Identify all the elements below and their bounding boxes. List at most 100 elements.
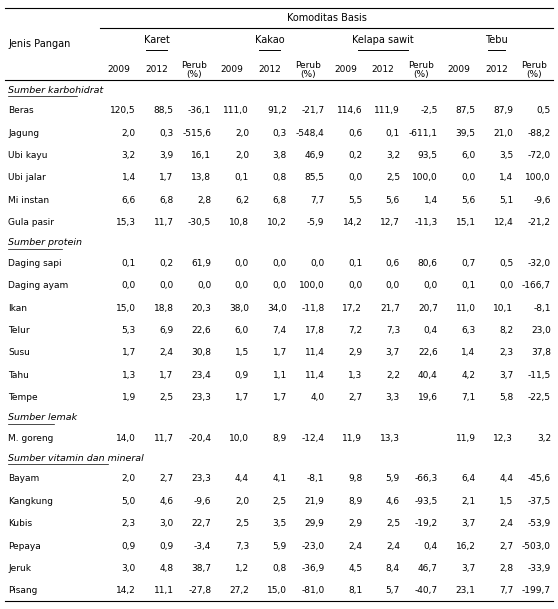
Text: 93,5: 93,5 [418,151,437,160]
Text: Ubi jalar: Ubi jalar [8,174,46,182]
Text: 10,8: 10,8 [229,218,249,227]
Text: 13,3: 13,3 [380,434,400,443]
Text: Kelapa sawit: Kelapa sawit [352,35,414,45]
Text: (%): (%) [300,69,315,79]
Text: 1,4: 1,4 [424,195,437,205]
Text: 2,7: 2,7 [499,541,513,551]
Text: 46,7: 46,7 [418,564,437,573]
Text: 0,0: 0,0 [348,174,362,182]
Text: -66,3: -66,3 [415,474,437,484]
Text: 87,5: 87,5 [455,106,475,115]
Text: 7,7: 7,7 [310,195,325,205]
Text: 3,5: 3,5 [272,519,287,528]
Text: 2,1: 2,1 [461,497,475,506]
Text: 1,3: 1,3 [122,371,136,379]
Text: -503,0: -503,0 [522,541,551,551]
Text: 3,0: 3,0 [122,564,136,573]
Text: 20,3: 20,3 [191,303,211,312]
Text: 2,7: 2,7 [160,474,174,484]
Text: 3,8: 3,8 [272,151,287,160]
Text: 2,9: 2,9 [348,348,362,357]
Text: 0,0: 0,0 [424,281,437,290]
Text: 1,4: 1,4 [122,174,136,182]
Text: 2,5: 2,5 [273,497,287,506]
Text: 6,9: 6,9 [159,326,174,335]
Text: 11,4: 11,4 [305,371,325,379]
Text: 0,0: 0,0 [122,281,136,290]
Text: 8,1: 8,1 [348,586,362,596]
Text: 11,4: 11,4 [305,348,325,357]
Text: 0,8: 0,8 [272,564,287,573]
Text: 27,2: 27,2 [229,586,249,596]
Text: -21,7: -21,7 [301,106,325,115]
Text: 114,6: 114,6 [336,106,362,115]
Text: M. goreng: M. goreng [8,434,54,443]
Text: 87,9: 87,9 [493,106,513,115]
Text: 5,6: 5,6 [461,195,475,205]
Text: 4,6: 4,6 [160,497,174,506]
Text: 15,1: 15,1 [455,218,475,227]
Text: 3,9: 3,9 [159,151,174,160]
Text: -27,8: -27,8 [188,586,211,596]
Text: 3,2: 3,2 [537,434,551,443]
Text: Sumber lemak: Sumber lemak [8,414,77,422]
Text: -199,7: -199,7 [522,586,551,596]
Text: Telur: Telur [8,326,30,335]
Text: 12,3: 12,3 [493,434,513,443]
Text: 0,7: 0,7 [461,259,475,268]
Text: 11,9: 11,9 [342,434,362,443]
Text: 38,7: 38,7 [191,564,211,573]
Text: -72,0: -72,0 [528,151,551,160]
Text: 9,8: 9,8 [348,474,362,484]
Text: 11,7: 11,7 [153,218,174,227]
Text: -36,1: -36,1 [188,106,211,115]
Text: 61,9: 61,9 [191,259,211,268]
Text: 3,2: 3,2 [122,151,136,160]
Text: 4,8: 4,8 [160,564,174,573]
Text: 2,9: 2,9 [348,519,362,528]
Text: 3,3: 3,3 [386,393,400,402]
Text: Perub: Perub [295,60,320,69]
Text: 23,1: 23,1 [456,586,475,596]
Text: 0,6: 0,6 [386,259,400,268]
Text: 6,4: 6,4 [461,474,475,484]
Text: 6,3: 6,3 [461,326,475,335]
Text: 13,8: 13,8 [191,174,211,182]
Text: 7,1: 7,1 [461,393,475,402]
Text: 0,8: 0,8 [272,174,287,182]
Text: Ubi kayu: Ubi kayu [8,151,47,160]
Text: 91,2: 91,2 [267,106,287,115]
Text: 2,0: 2,0 [122,474,136,484]
Text: 2,5: 2,5 [386,174,400,182]
Text: 0,0: 0,0 [235,259,249,268]
Text: Perub: Perub [181,60,208,69]
Text: -22,5: -22,5 [528,393,551,402]
Text: 12,7: 12,7 [380,218,400,227]
Text: 1,5: 1,5 [499,497,513,506]
Text: 0,0: 0,0 [272,259,287,268]
Text: 0,1: 0,1 [235,174,249,182]
Text: 2,4: 2,4 [499,519,513,528]
Text: 14,0: 14,0 [116,434,136,443]
Text: Pepaya: Pepaya [8,541,41,551]
Text: 23,4: 23,4 [191,371,211,379]
Text: 0,0: 0,0 [159,281,174,290]
Text: 0,3: 0,3 [272,128,287,138]
Text: 6,0: 6,0 [235,326,249,335]
Text: 0,2: 0,2 [160,259,174,268]
Text: 7,2: 7,2 [348,326,362,335]
Text: 2,8: 2,8 [499,564,513,573]
Text: -611,1: -611,1 [409,128,437,138]
Text: 15,3: 15,3 [116,218,136,227]
Text: -30,5: -30,5 [188,218,211,227]
Text: Jagung: Jagung [8,128,39,138]
Text: 4,0: 4,0 [310,393,325,402]
Text: 0,4: 0,4 [424,541,437,551]
Text: 4,1: 4,1 [273,474,287,484]
Text: -37,5: -37,5 [528,497,551,506]
Text: -166,7: -166,7 [522,281,551,290]
Text: 2,0: 2,0 [235,497,249,506]
Text: 2,7: 2,7 [348,393,362,402]
Text: -8,1: -8,1 [533,303,551,312]
Text: 17,2: 17,2 [343,303,362,312]
